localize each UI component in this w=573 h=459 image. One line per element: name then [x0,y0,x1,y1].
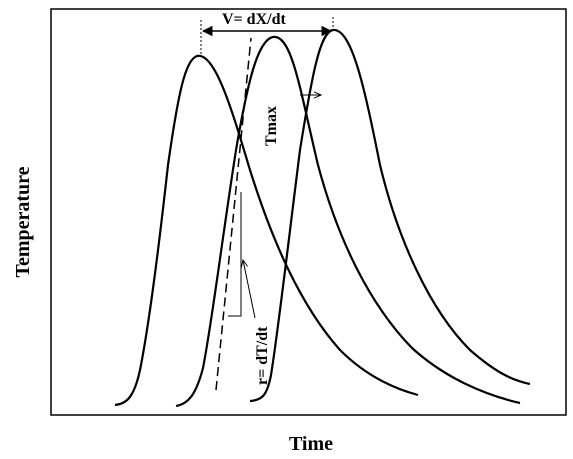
velocity-label: V= dX/dt [222,11,286,28]
x-axis-label: Time [289,433,333,455]
rate-arrow [243,260,256,319]
temperature-curve-1 [114,54,419,407]
plot-frame [50,8,567,416]
temperature-curve-3 [249,28,531,403]
rate-label: r= dT/dt [254,326,271,385]
y-axis-label: Temperature [12,166,34,277]
temperature-curve-2 [175,35,521,408]
slope-triangle [228,192,242,317]
tangent-line [215,37,252,391]
peak-label: Tmax [263,106,280,146]
